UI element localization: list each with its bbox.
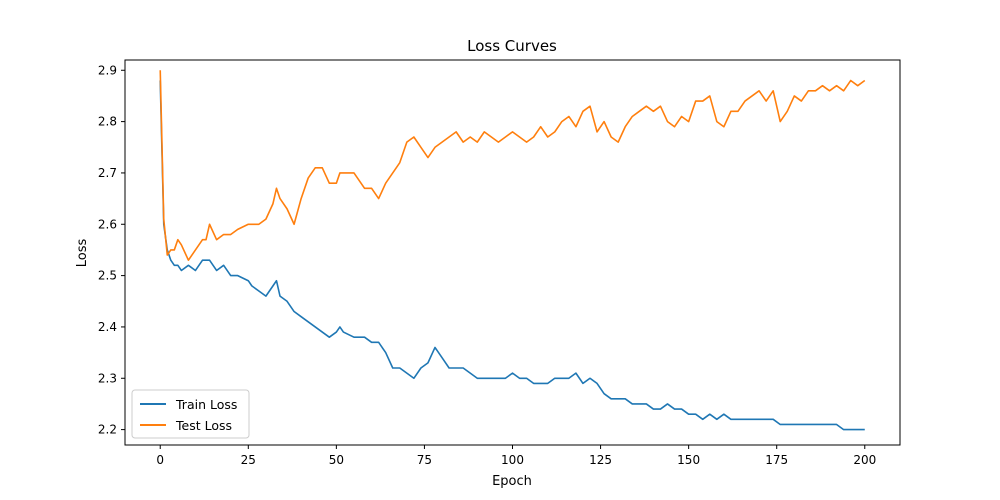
y-tick-label: 2.3 <box>98 371 117 385</box>
x-tick-label: 100 <box>501 453 524 467</box>
x-axis: 0 25 50 75 100 125 150 175 200 <box>156 445 876 467</box>
legend-label-test-loss: Test Loss <box>175 418 232 433</box>
x-tick-label: 175 <box>765 453 788 467</box>
series-line-test-loss <box>159 70 866 262</box>
y-tick-label: 2.6 <box>98 217 117 231</box>
y-tick-label: 2.4 <box>98 320 117 334</box>
x-tick-label: 75 <box>417 453 432 467</box>
x-axis-label: Epoch <box>492 474 532 489</box>
legend: Train Loss Test Loss <box>131 389 250 439</box>
series-line-train-loss <box>159 80 865 431</box>
y-tick-label: 2.5 <box>98 269 117 283</box>
x-tick-label: 125 <box>589 453 612 467</box>
chart-title: Loss Curves <box>467 37 557 55</box>
x-tick-label: 150 <box>677 453 700 467</box>
legend-label-train-loss: Train Loss <box>175 397 237 412</box>
y-tick-label: 2.8 <box>98 115 117 129</box>
x-tick-label: 50 <box>329 453 344 467</box>
y-tick-label: 2.2 <box>98 423 117 437</box>
x-tick-label: 200 <box>853 453 876 467</box>
x-tick-label: 0 <box>156 453 164 467</box>
x-tick-label: 25 <box>241 453 256 467</box>
y-axis-label: Loss <box>75 239 90 268</box>
y-tick-label: 2.7 <box>98 166 117 180</box>
y-axis: 2.2 2.3 2.4 2.5 2.6 2.7 2.8 2.9 <box>98 63 125 437</box>
y-tick-label: 2.9 <box>98 63 117 77</box>
series-layer <box>159 70 866 431</box>
